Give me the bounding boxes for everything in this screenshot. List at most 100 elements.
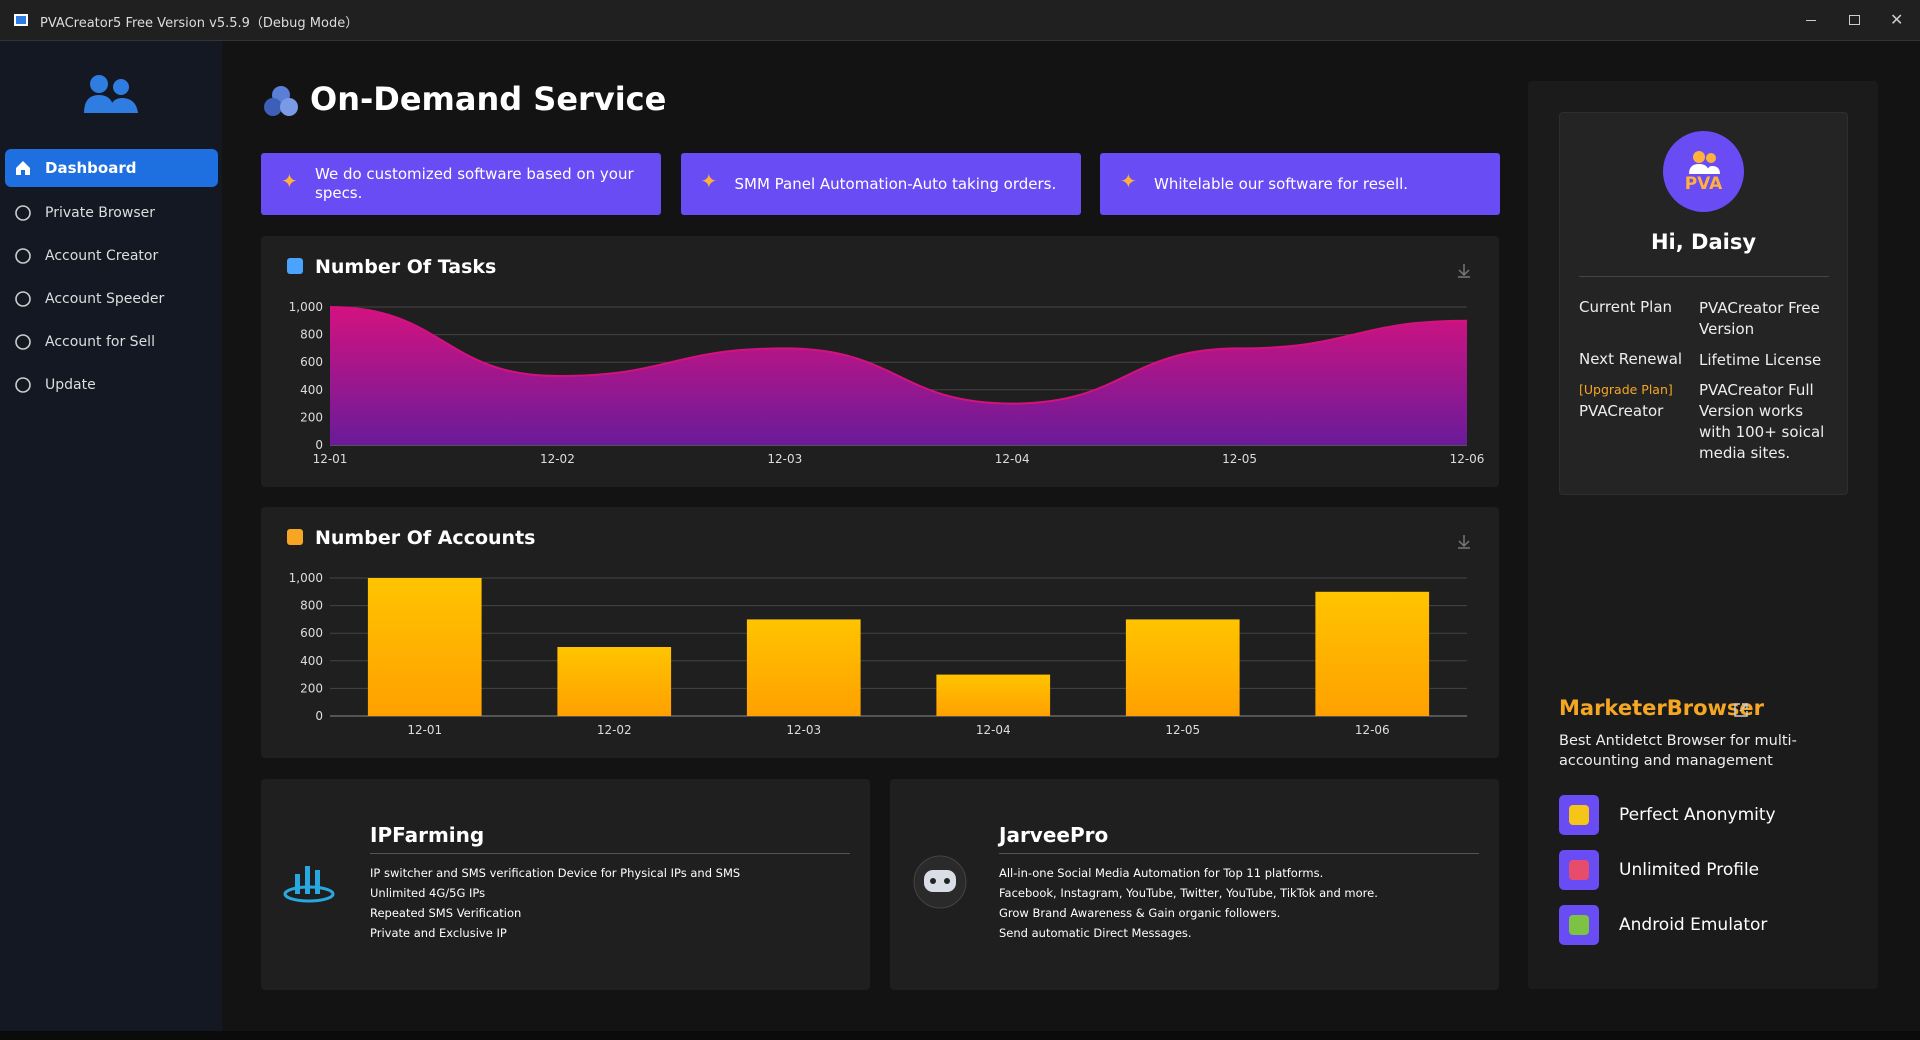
menu-icon	[16, 161, 30, 175]
feature-glyph	[1569, 805, 1589, 825]
product-line: Private and Exclusive IP	[370, 926, 507, 940]
chart-title: Number Of Accounts	[315, 527, 535, 549]
divider	[999, 853, 1479, 854]
sidebar: Dashboard Private Browser Account Creator A…	[0, 41, 222, 1031]
sparkle-icon: ✦	[1120, 169, 1137, 193]
menu-item[interactable]: Account Creator	[5, 237, 218, 275]
menu-item[interactable]: Update	[5, 366, 218, 404]
x-tick-label: 12-06	[1450, 452, 1485, 466]
title-bar: PVACreator5 Free Version v5.5.9（Debug Mo…	[0, 0, 1920, 41]
x-tick-label: 12-02	[540, 452, 575, 466]
product-icon	[283, 866, 335, 903]
divider	[1579, 276, 1829, 277]
app-icon	[14, 14, 28, 26]
chart-card: Number Of Tasks 0 200 400 600 800 1,000 12-01 12…	[261, 236, 1499, 487]
bar	[936, 674, 1051, 716]
bar	[746, 619, 861, 716]
promo-title[interactable]: MarketerBrowser	[1559, 696, 1764, 720]
service-banner[interactable]: Whitelable our software for resell. ✦	[1100, 153, 1500, 215]
x-tick-label: 12-05	[1165, 723, 1200, 737]
feature-label: Android Emulator	[1619, 915, 1768, 935]
sparkle-icon: ✦	[281, 169, 298, 193]
renewal-value: Lifetime License	[1699, 351, 1822, 369]
y-tick-label: 600	[300, 626, 323, 640]
y-tick-label: 200	[300, 410, 323, 424]
chart: Number Of Tasks 0 200 400 600 800 1,000 12-01 12…	[287, 256, 1485, 466]
menu-item[interactable]: Private Browser	[5, 194, 218, 232]
menu-icon	[15, 291, 31, 307]
feature-icon	[1559, 850, 1599, 890]
header-icon	[262, 84, 300, 118]
avatar: PVA	[1663, 131, 1744, 212]
feature-item[interactable]: Unlimited Profile	[1559, 850, 1759, 890]
menu-item[interactable]: Dashboard	[5, 149, 218, 187]
bar	[557, 647, 672, 716]
upgrade-text: PVACreator Full Version works with 100+ …	[1699, 381, 1825, 462]
bar	[1315, 591, 1430, 716]
window-title: PVACreator5 Free Version v5.5.9（Debug Mo…	[40, 16, 359, 31]
renewal-label: Next Renewal	[1579, 350, 1683, 368]
logo	[84, 75, 138, 113]
product-line: IP switcher and SMS verification Device …	[370, 866, 741, 880]
minimize[interactable]	[1806, 20, 1816, 21]
x-tick-label: 12-02	[597, 723, 632, 737]
menu-icon	[15, 248, 31, 264]
product-line: Grow Brand Awareness & Gain organic foll…	[999, 906, 1281, 920]
service-banner[interactable]: We do customized software based on your …	[261, 153, 661, 215]
y-tick-label: 1,000	[289, 571, 323, 585]
download-icon[interactable]	[1458, 535, 1470, 549]
bar	[1125, 619, 1240, 716]
chart: Number Of Accounts 0 200 400 600 800 1,000 12-0…	[287, 527, 1470, 737]
plan-label: Current Plan	[1579, 298, 1673, 316]
title-icon	[287, 258, 303, 274]
close[interactable]: ✕	[1890, 10, 1904, 29]
line	[329, 306, 1468, 405]
y-tick-label: 0	[315, 709, 323, 723]
area	[330, 307, 1467, 445]
x-tick-label: 12-01	[313, 452, 348, 466]
x-tick-label: 12-01	[407, 723, 442, 737]
feature-icon	[1559, 795, 1599, 835]
menu-icon	[15, 334, 31, 350]
divider	[370, 853, 850, 854]
chart-title: Number Of Tasks	[315, 256, 496, 278]
x-tick-label: 12-03	[767, 452, 802, 466]
y-tick-label: 400	[300, 383, 323, 397]
restore[interactable]	[1849, 15, 1860, 25]
feature-label: Unlimited Profile	[1619, 860, 1760, 880]
product-line: Send automatic Direct Messages.	[999, 926, 1192, 940]
external-link-icon[interactable]	[1733, 702, 1749, 718]
bottom-strip	[0, 1031, 1920, 1040]
promo-subtitle: Best Antidetct Browser for multi-account…	[1559, 733, 1797, 769]
feature-item[interactable]: Android Emulator	[1559, 905, 1767, 945]
feature-icon	[1559, 905, 1599, 945]
download-icon[interactable]	[1458, 264, 1470, 278]
plan-value: PVACreator Free Version	[1699, 299, 1820, 338]
feature-label: Perfect Anonymity	[1619, 805, 1776, 825]
bar	[367, 578, 482, 716]
product-icon	[913, 855, 967, 909]
product-line: Facebook, Instagram, YouTube, Twitter, Y…	[999, 886, 1378, 900]
x-tick-label: 12-05	[1222, 452, 1257, 466]
y-tick-label: 800	[300, 328, 323, 342]
service-banner[interactable]: SMM Panel Automation-Auto taking orders.…	[680, 153, 1081, 215]
product-title: IPFarming	[370, 823, 485, 847]
x-tick-label: 12-04	[976, 723, 1011, 737]
avatar-label: PVA	[1684, 173, 1723, 194]
menu-icon	[15, 205, 31, 221]
sparkle-icon: ✦	[700, 169, 718, 193]
menu-item[interactable]: Account Speeder	[5, 280, 218, 318]
feature-item[interactable]: Perfect Anonymity	[1559, 795, 1776, 835]
page-title: On-Demand Service	[310, 80, 667, 118]
menu-item[interactable]: Account for Sell	[5, 323, 218, 361]
y-tick-label: 1,000	[289, 300, 323, 314]
product-title: JarveePro	[999, 823, 1109, 847]
product-line: Repeated SMS Verification	[370, 906, 522, 920]
product-card	[261, 779, 870, 990]
product-lines: All-in-one Social Media Automation for T…	[999, 863, 1378, 943]
upgrade-name: PVACreator	[1579, 402, 1664, 420]
y-tick-label: 200	[300, 681, 323, 695]
x-tick-label: 12-06	[1355, 723, 1390, 737]
x-tick-label: 12-04	[995, 452, 1030, 466]
upgrade-link[interactable]: [Upgrade Plan]	[1579, 382, 1673, 397]
